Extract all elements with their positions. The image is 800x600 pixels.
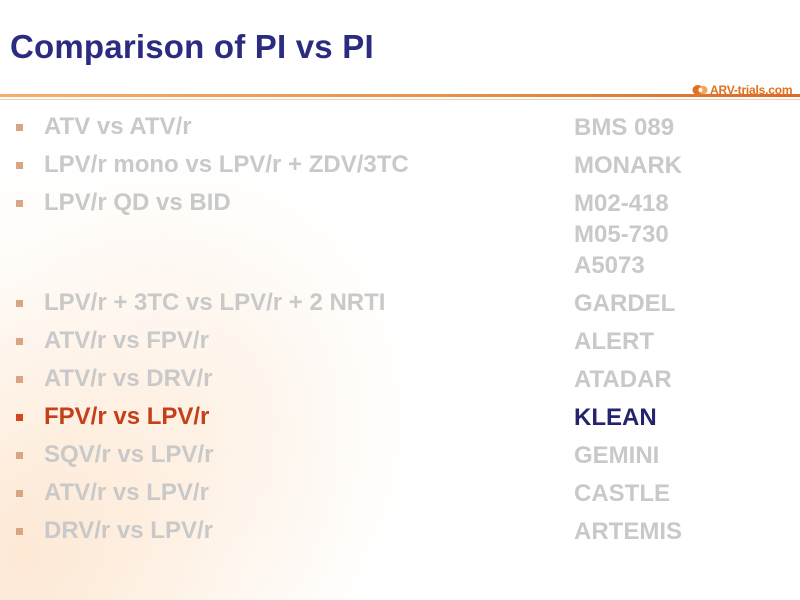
trial-names: KLEAN: [574, 402, 657, 433]
trial-name: GARDEL: [574, 290, 676, 317]
comparison-label: ATV/r vs LPV/r: [44, 479, 209, 506]
comparison-label: SQV/r vs LPV/r: [44, 441, 214, 468]
trial-name: CASTLE: [574, 480, 670, 507]
list-item: FPV/r vs LPV/r KLEAN: [14, 402, 794, 440]
trial-names: GARDEL: [574, 288, 675, 319]
square-bullet-icon: [16, 490, 23, 497]
trial-name: M05-730: [574, 221, 669, 248]
list-item: ATV/r vs LPV/r CASTLE: [14, 478, 794, 516]
trial-names: BMS 089: [574, 112, 674, 143]
arv-trials-logo: ARV-trials.com: [690, 80, 797, 100]
square-bullet-icon: [16, 528, 23, 535]
trial-names: MONARK: [574, 150, 682, 181]
trial-names: ALERT: [574, 326, 654, 357]
square-bullet-icon: [16, 338, 23, 345]
comparison-label: ATV/r vs FPV/r: [44, 327, 209, 354]
trial-name: ARTEMIS: [574, 518, 682, 545]
trial-name: BMS 089: [574, 114, 675, 141]
comparison-label: LPV/r mono vs LPV/r + ZDV/3TC: [44, 151, 409, 178]
trial-names: CASTLE: [574, 478, 670, 509]
trial-names: M02-418 M05-730 A5073: [574, 188, 669, 281]
comparison-label: ATV vs ATV/r: [44, 113, 192, 140]
trial-name: ATADAR: [574, 366, 672, 393]
square-bullet-icon: [16, 300, 23, 307]
square-bullet-icon: [16, 200, 23, 207]
list-item: ATV/r vs DRV/r ATADAR: [14, 364, 794, 402]
trial-names: ARTEMIS: [574, 516, 682, 547]
trial-name: KLEAN: [574, 404, 657, 431]
square-bullet-icon: [16, 452, 23, 459]
list-item: LPV/r QD vs BID M02-418 M05-730 A5073: [14, 188, 794, 288]
list-item: LPV/r mono vs LPV/r + ZDV/3TC MONARK: [14, 150, 794, 188]
list-item: ATV/r vs FPV/r ALERT: [14, 326, 794, 364]
logo-text: ARV-trials.com: [710, 83, 793, 97]
trial-name: GEMINI: [574, 442, 660, 469]
header-divider: [0, 94, 800, 97]
trial-name: ALERT: [574, 328, 654, 355]
trial-name: MONARK: [574, 152, 682, 179]
slide-title: Comparison of PI vs PI: [10, 28, 374, 65]
comparison-label: ATV/r vs DRV/r: [44, 365, 213, 392]
trial-names: GEMINI: [574, 440, 659, 471]
list-item: ATV vs ATV/r BMS 089: [14, 112, 794, 150]
comparison-label: LPV/r + 3TC vs LPV/r + 2 NRTI: [44, 289, 386, 316]
list-item: LPV/r + 3TC vs LPV/r + 2 NRTI GARDEL: [14, 288, 794, 326]
list-item: SQV/r vs LPV/r GEMINI: [14, 440, 794, 478]
square-bullet-icon: [16, 124, 23, 131]
comparison-label: DRV/r vs LPV/r: [44, 517, 213, 544]
square-bullet-icon: [16, 162, 23, 169]
square-bullet-icon: [16, 414, 23, 421]
comparison-label: LPV/r QD vs BID: [44, 189, 231, 216]
square-bullet-icon: [16, 376, 23, 383]
trial-names: ATADAR: [574, 364, 672, 395]
comparison-label: FPV/r vs LPV/r: [44, 403, 210, 430]
list-item: DRV/r vs LPV/r ARTEMIS: [14, 516, 794, 554]
trial-name: M02-418: [574, 190, 669, 217]
logo-mark-icon: [692, 85, 708, 95]
header-divider-thin: [0, 99, 800, 100]
trial-name: A5073: [574, 252, 645, 279]
comparison-list: ATV vs ATV/r BMS 089 LPV/r mono vs LPV/r +…: [14, 112, 794, 554]
